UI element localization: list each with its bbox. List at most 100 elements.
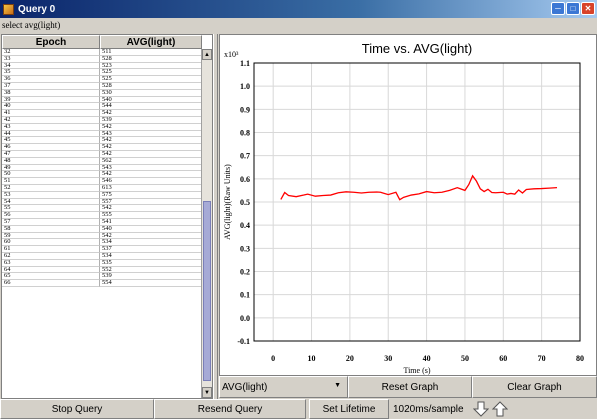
cell-epoch: 45 xyxy=(2,137,100,145)
cell-epoch: 44 xyxy=(2,130,100,138)
app-icon xyxy=(3,3,14,15)
clear-graph-button[interactable]: Clear Graph xyxy=(472,376,597,398)
table-row: 61 537 xyxy=(2,246,202,253)
cell-epoch: 32 xyxy=(2,49,100,56)
cell-avg-light: 528 xyxy=(100,82,202,90)
cell-epoch: 53 xyxy=(2,191,100,199)
table-scrollbar[interactable]: ▲ ▼ xyxy=(201,49,212,398)
x-tick-label: 70 xyxy=(538,354,546,363)
cell-avg-light: 562 xyxy=(100,157,202,165)
cell-avg-light: 542 xyxy=(100,232,202,240)
table-row: 49 543 xyxy=(2,164,202,172)
cell-avg-light: 525 xyxy=(100,76,202,83)
pane-splitter[interactable] xyxy=(213,34,218,399)
table-row: 34 523 xyxy=(2,62,202,70)
cell-avg-light: 554 xyxy=(100,280,202,287)
y-tick-label: 1.0 xyxy=(240,82,250,91)
set-lifetime-button[interactable]: Set Lifetime xyxy=(309,399,389,419)
table-row: 56 555 xyxy=(2,212,202,219)
cell-avg-light: 539 xyxy=(100,273,202,281)
cell-avg-light: 511 xyxy=(100,49,202,56)
y-tick-label: 0.1 xyxy=(240,291,250,300)
query-text: select avg(light) xyxy=(2,20,61,30)
arrow-up-icon[interactable] xyxy=(491,400,509,418)
cell-avg-light: 534 xyxy=(100,239,202,247)
cell-epoch: 35 xyxy=(2,69,100,77)
cell-avg-light: 542 xyxy=(100,150,202,158)
close-icon[interactable]: ✕ xyxy=(581,2,595,15)
y-tick-label: 0.3 xyxy=(240,244,250,253)
table-row: 65 539 xyxy=(2,273,202,281)
table-row: 32 511 xyxy=(2,49,202,56)
cell-epoch: 60 xyxy=(2,239,100,247)
y-tick-label: 0.8 xyxy=(240,129,250,138)
table-row: 59 542 xyxy=(2,232,202,240)
cell-avg-light: 537 xyxy=(100,246,202,253)
cell-epoch: 47 xyxy=(2,150,100,158)
cell-avg-light: 557 xyxy=(100,198,202,206)
cell-epoch: 61 xyxy=(2,246,100,253)
cell-epoch: 34 xyxy=(2,62,100,70)
column-header-epoch[interactable]: Epoch xyxy=(2,35,100,49)
table-row: 51 546 xyxy=(2,178,202,185)
maximize-icon[interactable]: □ xyxy=(566,2,580,15)
cell-epoch: 36 xyxy=(2,76,100,83)
reset-graph-button[interactable]: Reset Graph xyxy=(348,376,472,398)
x-tick-label: 40 xyxy=(423,354,431,363)
title-bar: Query 0 ─ □ ✕ xyxy=(0,0,597,18)
scroll-thumb[interactable] xyxy=(203,201,211,381)
y-tick-label: 0.9 xyxy=(240,105,250,114)
results-table: Epoch AVG(light) 32 511 33 528 34 523 35 525 36 5… xyxy=(1,34,213,399)
cell-epoch: 48 xyxy=(2,157,100,165)
resend-query-button[interactable]: Resend Query xyxy=(154,399,306,419)
cell-avg-light: 528 xyxy=(100,55,202,63)
sample-rate-text: 1020ms/sample xyxy=(393,403,464,415)
cell-epoch: 62 xyxy=(2,252,100,260)
table-row: 60 534 xyxy=(2,239,202,247)
table-row: 37 528 xyxy=(2,82,202,90)
table-row: 53 575 xyxy=(2,191,202,199)
cell-avg-light: 544 xyxy=(100,103,202,111)
y-tick-label: -0.1 xyxy=(237,337,250,346)
table-row: 66 554 xyxy=(2,280,202,287)
cell-epoch: 49 xyxy=(2,164,100,172)
cell-avg-light: 542 xyxy=(100,110,202,117)
cell-avg-light: 525 xyxy=(100,69,202,77)
arrow-down-icon[interactable] xyxy=(472,400,490,418)
scroll-down-icon[interactable]: ▼ xyxy=(202,387,212,398)
cell-avg-light: 534 xyxy=(100,252,202,260)
cell-epoch: 57 xyxy=(2,218,100,226)
x-axis-label: Time (s) xyxy=(403,366,430,375)
y-tick-label: 0.5 xyxy=(240,198,250,207)
field-select[interactable]: AVG(light) ▼ xyxy=(219,376,348,398)
table-row: 54 557 xyxy=(2,198,202,206)
cell-avg-light: 541 xyxy=(100,218,202,226)
table-row: 55 542 xyxy=(2,205,202,213)
table-row: 35 525 xyxy=(2,69,202,77)
chart-title: Time vs. AVG(light) xyxy=(362,41,473,56)
minimize-icon[interactable]: ─ xyxy=(551,2,565,15)
cell-epoch: 63 xyxy=(2,259,100,267)
cell-avg-light: 613 xyxy=(100,184,202,192)
scroll-up-icon[interactable]: ▲ xyxy=(202,49,212,60)
column-header-avg-light[interactable]: AVG(light) xyxy=(100,35,202,49)
stop-query-button[interactable]: Stop Query xyxy=(0,399,154,419)
cell-epoch: 66 xyxy=(2,280,100,287)
table-row: 45 542 xyxy=(2,137,202,145)
cell-avg-light: 540 xyxy=(100,225,202,233)
x-tick-label: 60 xyxy=(499,354,507,363)
cell-epoch: 58 xyxy=(2,225,100,233)
table-row: 58 540 xyxy=(2,225,202,233)
graph-controls: AVG(light) ▼ Reset Graph Clear Graph xyxy=(219,376,597,398)
cell-avg-light: 542 xyxy=(100,205,202,213)
y-tick-label: 0.4 xyxy=(240,221,250,230)
series-line xyxy=(280,174,558,201)
table-row: 36 525 xyxy=(2,76,202,83)
cell-epoch: 43 xyxy=(2,123,100,131)
window-controls: ─ □ ✕ xyxy=(551,2,595,15)
cell-epoch: 50 xyxy=(2,171,100,179)
table-row: 43 542 xyxy=(2,123,202,131)
y-multiplier-label: x10³ xyxy=(224,50,239,59)
table-header: Epoch AVG(light) xyxy=(2,35,202,49)
cell-avg-light: 542 xyxy=(100,144,202,151)
